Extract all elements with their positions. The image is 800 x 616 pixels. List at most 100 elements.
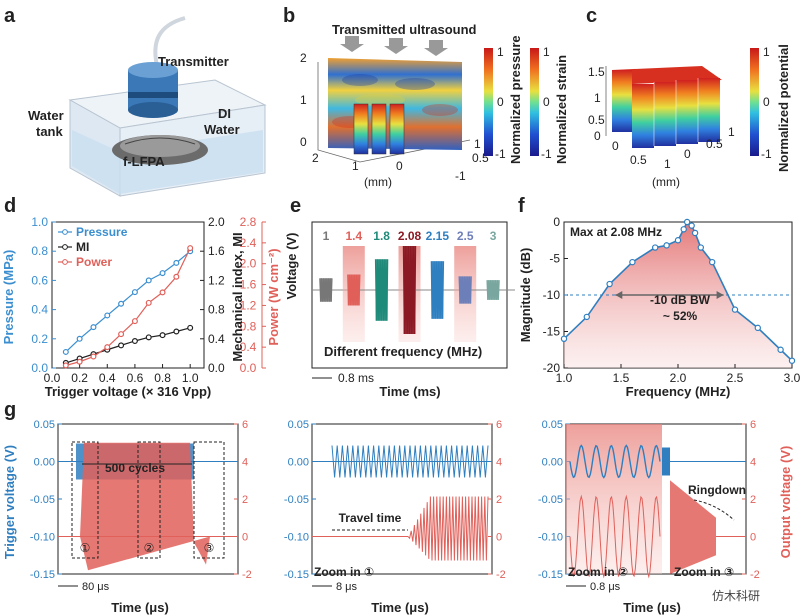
- d-x-tick-label: 0.8: [154, 371, 171, 385]
- c-ztick-0: 0: [684, 147, 691, 161]
- g-ylabel-right: Output voltage (V): [778, 446, 793, 559]
- d-point-power: [131, 318, 138, 325]
- c-xtick-0: 0: [612, 139, 619, 153]
- d-point-mi: [159, 332, 166, 339]
- g-left-tick-label: -0.15: [538, 569, 563, 581]
- g-right-tick-label: 2: [750, 494, 756, 506]
- d-left-tick-label: 0.2: [31, 332, 48, 346]
- c-ytick-0: 1.5: [588, 65, 605, 79]
- g-scale-label: 0.8 μs: [590, 581, 621, 593]
- c-ytick-3: 0: [594, 129, 601, 143]
- d-x-axis: 0.0 0.2 0.4 0.6 0.8 1.0: [44, 364, 199, 385]
- b-cb2-tick-0: 1: [543, 45, 550, 59]
- d-point-mi: [145, 334, 152, 341]
- g-right-tick-label: 0: [496, 532, 502, 544]
- g-right-tick-label: 6: [242, 419, 248, 431]
- d-point-mi: [173, 328, 180, 335]
- g-plot-frame: [311, 423, 493, 575]
- f-point: [697, 244, 705, 251]
- g-ringdown-arrow: [693, 499, 735, 521]
- g-zoom-marker: ③: [204, 541, 215, 555]
- c-xtick-2: 1: [664, 157, 671, 171]
- d-x-tick-label: 0.4: [99, 371, 116, 385]
- f-x-tick-label: 1.0: [556, 371, 573, 385]
- d-point-pressure: [118, 300, 125, 307]
- d-r1-tick-label: 0.0: [208, 361, 225, 375]
- d-legend-marker: [62, 229, 68, 235]
- b-cb1-tick-1: 0: [497, 95, 504, 109]
- d-r2-tick-label: 0.4: [240, 340, 257, 354]
- d-series-line-power: [65, 247, 191, 366]
- g-trigger-sine: [569, 444, 661, 479]
- panel-label-a: a: [4, 5, 16, 27]
- transmitter-label: Transmitter: [158, 54, 229, 69]
- d-plot-frame: [51, 221, 205, 369]
- g-right-tick-label: -2: [242, 569, 252, 581]
- c-cb-tick-2: -1: [761, 147, 772, 161]
- d-legend-marker: [62, 259, 68, 265]
- d-point-power: [90, 353, 97, 360]
- g-left-tick-label: -0.15: [284, 569, 309, 581]
- f-point: [754, 324, 762, 332]
- f-x-tick-label: 2.5: [727, 371, 744, 385]
- f-y-tick-label: -15: [543, 325, 561, 339]
- d-point-pressure: [76, 335, 83, 342]
- e-freq-label: 3: [490, 229, 497, 243]
- g-right-tick-label: -2: [750, 569, 760, 581]
- c-ztick-1: 0.5: [706, 137, 723, 151]
- f-xlabel: Frequency (MHz): [626, 384, 731, 399]
- g-left-tick-label: 0.05: [542, 419, 563, 431]
- b-cb1-tick-2: -1: [495, 147, 506, 161]
- panel-f: f 0 -5 -10 -15 -201.0 1.5 2.0 2.5 3.0 Max at 2.0…: [518, 195, 800, 399]
- d-point-pressure: [173, 259, 180, 266]
- d-point-power: [104, 344, 111, 351]
- g-scale-label: 8 μs: [336, 581, 358, 593]
- e-freq-label: 2.08: [398, 229, 422, 243]
- d-legend-label: Pressure: [76, 225, 128, 239]
- f-axes: 0 -5 -10 -15 -201.0 1.5 2.0 2.5 3.0: [543, 215, 800, 385]
- f-ylabel: Magnitude (dB): [518, 248, 533, 343]
- f-point: [731, 306, 739, 313]
- pillar-array-c: [612, 66, 722, 148]
- d-r2-tick-label: 1.2: [240, 298, 257, 312]
- panel-g: g 0.05 0.00 -0.05 -0.10 -0.15 6 4 2 0 -2 ① ② ③ 500 cy…: [2, 399, 793, 615]
- g-output-sine: [569, 494, 661, 579]
- g-xlabel-2: Time (μs): [371, 600, 429, 615]
- e-burst-envelope: [375, 259, 388, 321]
- g-trigger-zoom-wave: [331, 445, 489, 478]
- g-subplots: 0.05 0.00 -0.05 -0.10 -0.15 6 4 2 0 -2 ① ② ③ 500 cycl…: [30, 419, 760, 593]
- f-point: [606, 280, 613, 288]
- g-right-tick-label: 4: [496, 457, 502, 469]
- e-scale-label: 0.8 ms: [338, 371, 374, 385]
- b-ytick-1: 1: [300, 93, 307, 107]
- panel-label-g: g: [4, 399, 16, 421]
- panel-b-title: Transmitted ultrasound: [332, 22, 477, 37]
- d-xlabel: Trigger voltage (× 316 Vpp): [45, 384, 212, 399]
- g-left-tick-label: -0.05: [538, 494, 563, 506]
- c-cb-tick-1: 0: [763, 95, 770, 109]
- e-plot-frame: [311, 221, 508, 369]
- pressure-colorbar: [484, 48, 493, 156]
- d-point-power: [145, 299, 152, 306]
- g-ringdown-envelope: [670, 480, 716, 574]
- c-xunit: (mm): [652, 175, 680, 189]
- d-r2-tick-label: 2.4: [240, 236, 257, 250]
- g-left-tick-label: -0.10: [30, 532, 55, 544]
- watermark: 仿木科研: [712, 589, 760, 603]
- panel-label-b: b: [283, 5, 295, 27]
- f-response-curve: [560, 218, 796, 364]
- d-series-line-mi: [65, 327, 191, 364]
- g-right-tick-label: 4: [750, 457, 756, 469]
- d-r1-tick-label: 1.6: [208, 244, 225, 258]
- g-right-tick-label: 6: [750, 419, 756, 431]
- b-cb1-label: Normalized pressure: [508, 35, 523, 164]
- d-x-tick-label: 0.0: [44, 371, 61, 385]
- di-water-label: DI Water: [204, 106, 240, 137]
- d-r2-tick-label: 0.8: [240, 319, 257, 333]
- c-ytick-2: 0.5: [588, 113, 605, 127]
- g-left-tick-label: -0.05: [30, 494, 55, 506]
- d-ylabel-left: Pressure (MPa): [1, 250, 16, 345]
- di-water-line1: DI: [218, 106, 231, 121]
- f-point: [709, 258, 716, 266]
